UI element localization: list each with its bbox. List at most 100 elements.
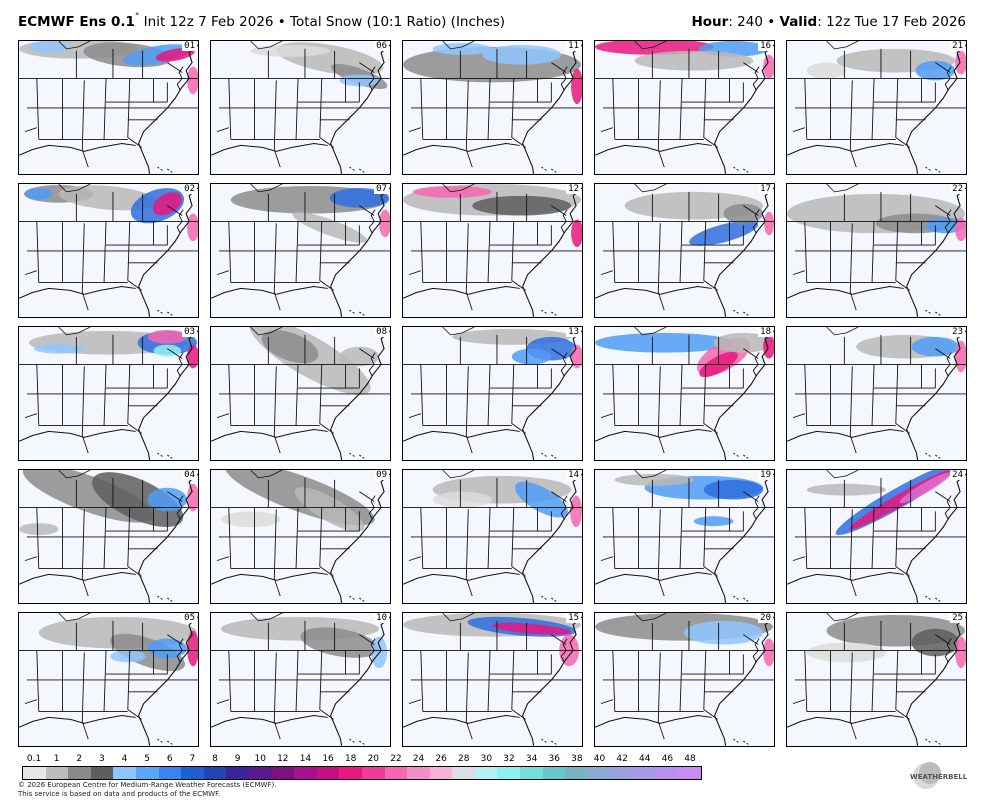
legend-swatch (294, 767, 317, 779)
member-map (211, 184, 390, 317)
legend-swatch (90, 767, 114, 779)
member-map (19, 470, 198, 603)
legend-tick: 3 (98, 754, 105, 764)
legend-tick: 6 (166, 754, 173, 764)
legend-swatch (384, 767, 408, 779)
legend-tick: 22 (390, 754, 402, 764)
legend-tick: 36 (548, 754, 560, 764)
legend-tick: 9 (234, 754, 241, 764)
member-map (595, 327, 774, 460)
member-panel-10: 10 (210, 612, 391, 747)
legend-swatch (226, 767, 249, 779)
member-map (211, 41, 390, 174)
valid-value: : 12z Tue 17 Feb 2026 (817, 14, 966, 30)
member-panel-15: 15 (402, 612, 583, 747)
member-number: 20 (758, 613, 773, 623)
member-number: 06 (374, 41, 389, 51)
member-map (403, 327, 582, 460)
legend-swatch (497, 767, 521, 779)
degree-symbol: ° (134, 12, 140, 22)
legend-tick: 28 (458, 754, 470, 764)
member-number: 08 (374, 327, 389, 337)
member-number: 11 (566, 41, 581, 51)
legend-tick: 24 (412, 754, 425, 764)
legend-swatch (339, 767, 362, 779)
member-map (403, 470, 582, 603)
member-number: 05 (182, 613, 197, 623)
legend-swatch (633, 767, 656, 779)
legend-tick-labels: 0.1 1 2 3 4 5 6 7 8 9 10 12 14 16 18 20 22 24 26 28 30 32 34 36… (22, 754, 702, 766)
hour-label: Hour (691, 14, 729, 30)
member-panel-11: 11 (402, 40, 583, 175)
valid-label: Valid (779, 14, 818, 30)
legend-swatch (361, 767, 385, 779)
legend-tick: 32 (503, 754, 515, 764)
member-map (403, 184, 582, 317)
member-panel-12: 12 (402, 183, 583, 318)
legend-swatch (678, 767, 701, 779)
legend-swatch (23, 767, 46, 779)
member-number: 09 (374, 470, 389, 480)
legend-tick: 38 (571, 754, 583, 764)
member-number: 04 (182, 470, 197, 480)
legend-swatch (429, 767, 453, 779)
legend-swatch (316, 767, 340, 779)
header: ECMWF Ens 0.1° Init 12z 7 Feb 2026 • Tot… (0, 0, 984, 40)
legend-tick: 42 (616, 754, 628, 764)
member-panel-02: 02 (18, 183, 199, 318)
legend-swatch (203, 767, 227, 779)
member-map (19, 327, 198, 460)
member-number: 23 (950, 327, 965, 337)
member-map (211, 613, 390, 746)
member-number: 14 (566, 470, 581, 480)
legend-tick: 26 (435, 754, 447, 764)
legend-tick: 5 (144, 754, 150, 764)
member-map (19, 184, 198, 317)
member-map (403, 613, 582, 746)
legend-tick: 14 (299, 754, 312, 764)
member-number: 07 (374, 184, 389, 194)
valid-time: Hour: 240 • Valid: 12z Tue 17 Feb 2026 (691, 14, 966, 30)
legend-swatch (248, 767, 272, 779)
member-panel-22: 22 (786, 183, 967, 318)
member-panel-24: 24 (786, 469, 967, 604)
member-map (595, 184, 774, 317)
legend-tick: 4 (121, 754, 128, 764)
member-panel-21: 21 (786, 40, 967, 175)
member-panel-03: 03 (18, 326, 199, 461)
legend-swatch (474, 767, 498, 779)
attribution-line: This service is based on data and produc… (18, 790, 221, 798)
member-number: 21 (950, 41, 965, 51)
member-number: 19 (758, 470, 773, 480)
legend-tick: 7 (189, 754, 196, 764)
member-number: 10 (374, 613, 389, 623)
legend-swatch (610, 767, 634, 779)
member-number: 01 (182, 41, 197, 51)
member-panel-13: 13 (402, 326, 583, 461)
legend-tick: 1 (53, 754, 60, 764)
legend-tick: 46 (661, 754, 674, 764)
legend-tick: 16 (322, 754, 334, 764)
member-map (595, 41, 774, 174)
snow-legend: 0.1 1 2 3 4 5 6 7 8 9 10 12 14 16 18 20 22 24 26 28 30 32 34 36… (22, 752, 702, 784)
hour-value: : 240 • (728, 14, 780, 30)
member-panel-09: 09 (210, 469, 391, 604)
member-number: 02 (182, 184, 197, 194)
member-panel-16: 16 (594, 40, 775, 175)
member-panel-20: 20 (594, 612, 775, 747)
legend-tick: 30 (480, 754, 493, 764)
legend-swatch (181, 767, 204, 779)
member-map (787, 613, 966, 746)
member-number: 03 (182, 327, 197, 337)
member-map (595, 470, 774, 603)
member-panel-23: 23 (786, 326, 967, 461)
legend-tick: 18 (344, 754, 357, 764)
legend-swatch (565, 767, 588, 779)
member-map (787, 470, 966, 603)
member-panel-14: 14 (402, 469, 583, 604)
copyright-line: © 2026 European Centre for Medium-Range … (18, 781, 277, 789)
ensemble-member-grid: 01 02 03 04 05 06 07 08 09 10 11 12 13 14 15 16 17 18 19 20… (18, 40, 968, 752)
member-number: 24 (950, 470, 965, 480)
copyright-footer: © 2026 European Centre for Medium-Range … (18, 781, 276, 799)
legend-tick: 40 (593, 754, 606, 764)
